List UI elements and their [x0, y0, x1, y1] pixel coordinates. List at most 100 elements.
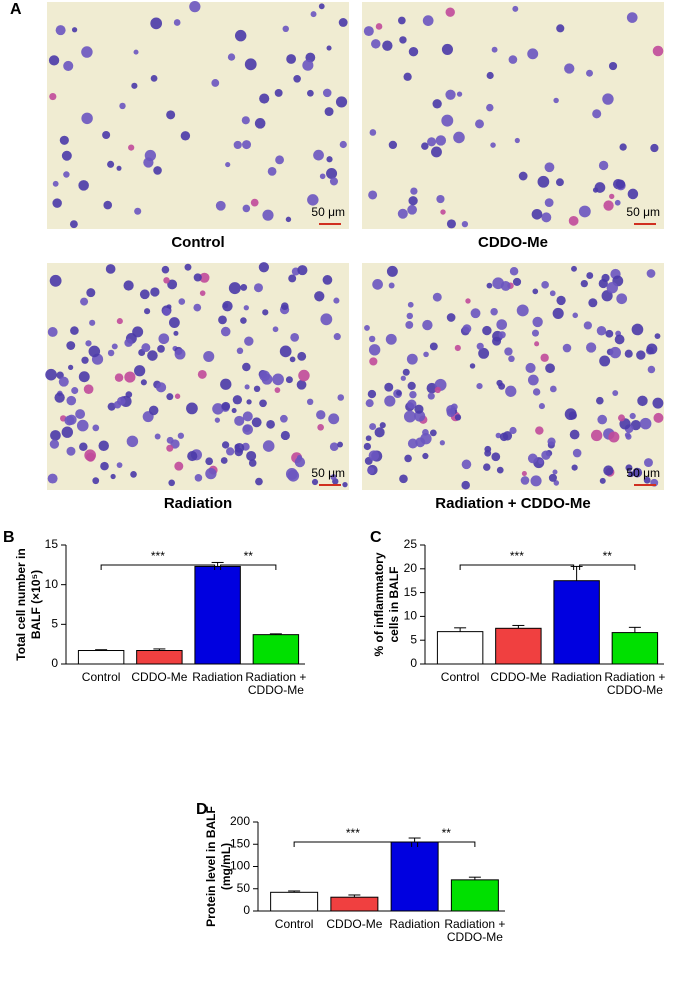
micrograph — [362, 263, 664, 490]
cell — [571, 464, 578, 471]
y-tick-label: 0 — [410, 656, 417, 670]
x-tick-label: Radiation — [192, 670, 243, 684]
cell — [454, 414, 462, 421]
cell — [144, 308, 151, 315]
cell — [619, 143, 627, 151]
y-tick-label: 25 — [404, 537, 418, 551]
cell — [166, 110, 176, 120]
x-tick-label: CDDO-Me — [326, 917, 383, 931]
cell — [368, 335, 376, 343]
cell — [240, 283, 248, 291]
cell — [423, 351, 429, 358]
y-tick-label: 15 — [45, 537, 59, 551]
cell — [408, 196, 418, 206]
cell — [259, 370, 270, 382]
cell — [410, 187, 418, 195]
cell — [267, 166, 277, 176]
cell — [211, 79, 220, 87]
cell — [338, 18, 348, 27]
cell — [49, 274, 62, 287]
cell — [236, 347, 244, 355]
cell — [629, 412, 636, 420]
cell — [71, 27, 78, 33]
cell — [329, 442, 339, 452]
significance-bracket — [417, 841, 476, 847]
cell — [534, 341, 540, 347]
cell — [422, 319, 433, 331]
cell — [403, 410, 416, 423]
cell — [199, 290, 206, 296]
significance-label: ** — [244, 549, 254, 563]
cell — [590, 429, 603, 442]
cell — [92, 424, 100, 432]
scale-bar — [634, 223, 656, 225]
cell — [553, 480, 560, 486]
cell — [588, 298, 598, 308]
cell — [102, 130, 111, 140]
cell — [71, 387, 79, 395]
cell — [225, 161, 231, 168]
y-tick-label: 5 — [51, 617, 58, 631]
cell — [55, 25, 66, 36]
cell — [318, 3, 325, 10]
cell — [227, 53, 236, 61]
y-axis-label: % of inflammatory — [372, 552, 386, 656]
cell — [639, 417, 652, 430]
cell — [272, 373, 284, 386]
cell — [427, 392, 435, 400]
bar — [136, 650, 183, 665]
cell — [432, 99, 442, 109]
cell — [495, 432, 502, 439]
cell — [81, 112, 93, 125]
cell — [512, 5, 519, 12]
y-tick-label: 5 — [410, 632, 417, 646]
cell — [647, 365, 656, 374]
cell — [421, 142, 429, 150]
cell — [79, 442, 88, 452]
micrograph-caption: CDDO-Me — [478, 234, 548, 251]
cell — [403, 72, 412, 81]
cell — [406, 353, 418, 365]
cell — [173, 19, 181, 26]
cell — [435, 135, 447, 146]
cell — [653, 412, 664, 423]
cell — [178, 298, 186, 305]
cell — [535, 426, 544, 435]
cell — [483, 463, 491, 471]
significance-bracket — [100, 564, 216, 570]
bar — [436, 631, 484, 665]
cell — [537, 175, 550, 188]
cell — [434, 386, 441, 394]
cell — [307, 194, 319, 206]
cell — [173, 330, 179, 336]
cell — [221, 441, 230, 449]
cell — [388, 282, 395, 289]
cell — [184, 263, 192, 271]
cell — [508, 355, 515, 363]
cell — [586, 69, 593, 77]
cell — [259, 93, 270, 104]
cell — [363, 26, 374, 37]
cell — [124, 338, 133, 347]
cell — [333, 297, 340, 304]
cell — [290, 333, 300, 342]
cell — [496, 466, 504, 474]
cell — [614, 334, 625, 345]
cell — [193, 303, 202, 312]
cell — [89, 319, 96, 326]
cell — [69, 220, 78, 229]
cell — [441, 114, 454, 127]
cell — [302, 59, 314, 71]
cell — [544, 162, 555, 173]
cell — [490, 307, 498, 316]
cell — [114, 373, 124, 382]
cell — [242, 140, 252, 150]
cell — [461, 459, 472, 470]
cell — [296, 379, 307, 390]
cell — [150, 75, 158, 82]
cell — [429, 429, 437, 437]
cell — [124, 371, 136, 383]
bar — [77, 650, 125, 665]
cell — [586, 342, 597, 353]
bar — [194, 565, 241, 665]
